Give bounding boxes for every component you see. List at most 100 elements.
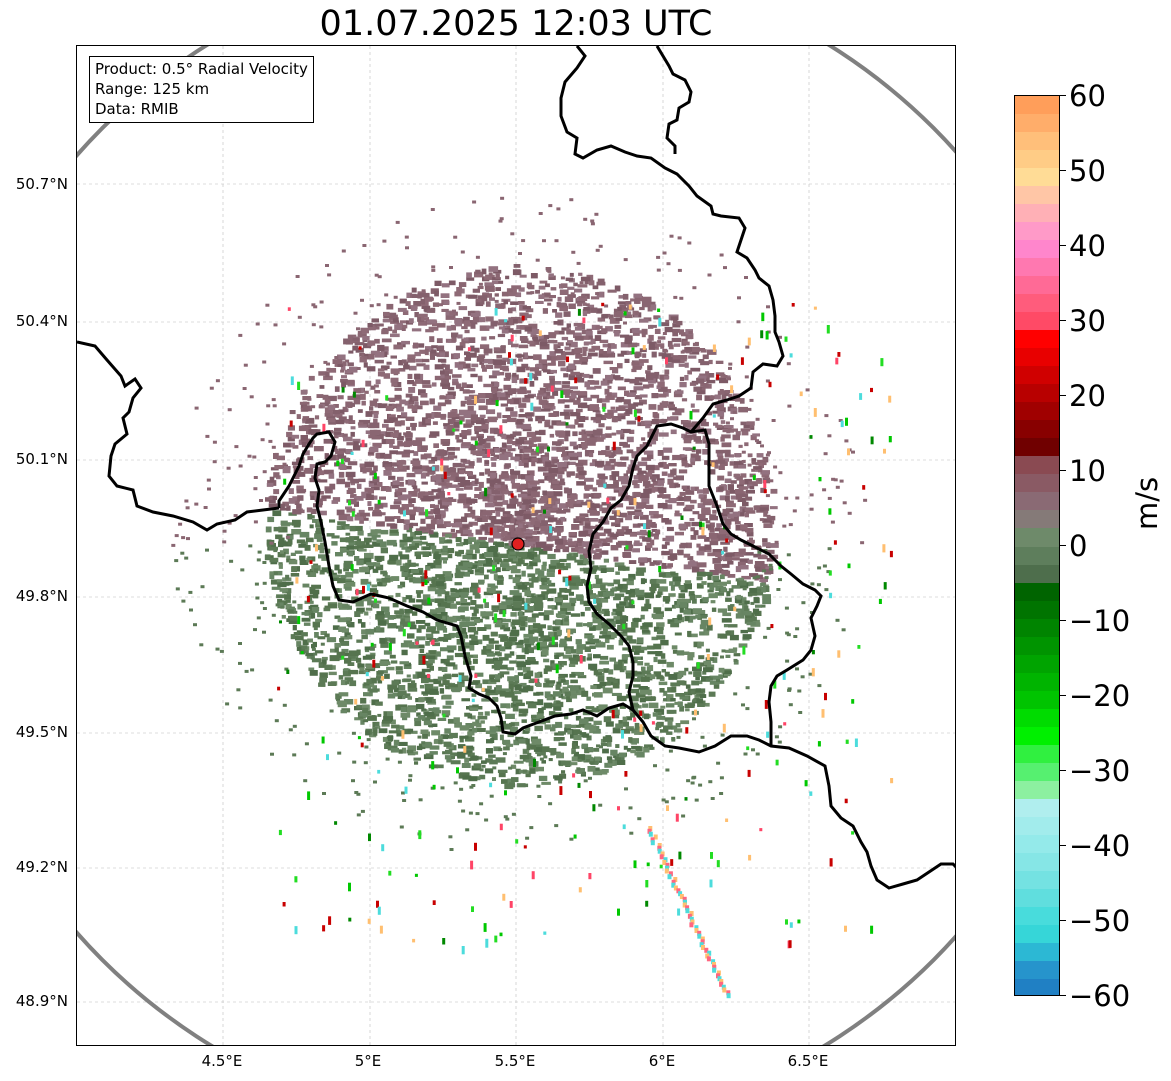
product-info-box: Product: 0.5° Radial Velocity Range: 125… [89,56,314,123]
radar-map-canvas [77,46,955,1045]
colorbar-segment [1015,474,1059,494]
colorbar-segment [1015,150,1059,169]
lat-tick-label: 50.7°N [15,175,68,193]
colorbar-segment [1015,312,1059,331]
colorbar-tick [1059,995,1066,996]
lat-tick-label: 48.9°N [15,992,68,1010]
colorbar-segment [1015,654,1059,674]
colorbar-tick-label: 30 [1069,304,1106,338]
colorbar-segment [1015,510,1059,530]
colorbar-segment [1015,960,1059,980]
country-borders [77,46,955,890]
colorbar-segment [1015,888,1059,908]
colorbar-segment [1015,546,1059,566]
colorbar-tick [1059,920,1066,921]
colorbar-segment [1015,708,1059,728]
data-source-label: Data: RMIB [95,100,179,118]
radar-site-marker[interactable] [511,537,525,551]
lat-tick-label: 49.8°N [15,587,68,605]
colorbar-segment [1015,906,1059,926]
colorbar-tick-label: 50 [1069,154,1106,188]
colorbar-segment [1015,798,1059,818]
colorbar-tick-label: −60 [1069,979,1131,1013]
border-luxembourg-germany [631,709,955,890]
colorbar-segment [1015,528,1059,548]
border-belgium-luxembourg-france [277,422,823,746]
colorbar-tick [1059,245,1066,246]
colorbar-segment [1015,690,1059,710]
colorbar-segment [1015,420,1059,439]
colorbar-segment [1015,870,1059,890]
lat-tick-label: 50.1°N [15,450,68,468]
lat-tick-label: 50.4°N [15,312,68,330]
colorbar-tick-label: −10 [1069,604,1131,638]
colorbar-segment [1015,384,1059,403]
colorbar-segment [1015,294,1059,313]
colorbar-segment [1015,402,1059,421]
colorbar-tick-label: −30 [1069,754,1131,788]
colorbar-segment [1015,564,1059,584]
colorbar-segment [1015,276,1059,295]
colorbar-tick [1059,695,1066,696]
colorbar-segment [1015,744,1059,764]
colorbar-segment [1015,168,1059,187]
product-label: Product: 0.5° Radial Velocity [95,60,308,78]
velocity-colorbar [1014,95,1060,996]
lon-tick-label: 4.5°E [201,1052,243,1070]
lon-tick-label: 6°E [648,1052,676,1070]
colorbar-segment [1015,600,1059,620]
colorbar-segment [1015,456,1059,475]
colorbar-segment [1015,204,1059,223]
colorbar-segment [1015,672,1059,692]
colorbar-segment [1015,186,1059,205]
radar-map[interactable] [76,45,956,1046]
colorbar-tick [1059,545,1066,546]
colorbar-segment [1015,726,1059,746]
colorbar-segment [1015,240,1059,259]
colorbar-segment [1015,114,1059,133]
lon-tick-label: 5°E [354,1052,382,1070]
border-netherlands-germany [655,46,693,154]
colorbar-segment [1015,132,1059,151]
border-belgium-france [77,340,280,532]
colorbar-tick [1059,845,1066,846]
colorbar-tick [1059,470,1066,471]
colorbar-tick [1059,770,1066,771]
colorbar-segment [1015,330,1059,349]
colorbar-tick-label: 10 [1069,454,1106,488]
colorbar-unit-label: m/s [1130,476,1164,530]
map-title: 01.07.2025 12:03 UTC [319,4,713,44]
lat-tick-label: 49.2°N [15,858,68,876]
colorbar-segment [1015,492,1059,512]
colorbar-tick [1059,620,1066,621]
colorbar-tick-label: −20 [1069,679,1131,713]
colorbar-segment [1015,636,1059,656]
colorbar-segment [1015,618,1059,638]
colorbar-segment [1015,942,1059,962]
colorbar-segment [1015,762,1059,782]
colorbar-segment [1015,438,1059,457]
colorbar-segment [1015,582,1059,602]
colorbar-tick [1059,320,1066,321]
colorbar-tick-label: 60 [1069,79,1106,113]
colorbar-segment [1015,852,1059,872]
colorbar-tick [1059,395,1066,396]
colorbar-segment [1015,978,1059,995]
colorbar-segment [1015,348,1059,367]
colorbar-tick [1059,95,1066,96]
colorbar-tick-label: −50 [1069,904,1131,938]
colorbar-segment [1015,96,1059,115]
range-label: Range: 125 km [95,80,210,98]
colorbar-segment [1015,780,1059,800]
colorbar-segment [1015,258,1059,277]
radar-echoes [171,196,894,999]
colorbar-tick-label: 0 [1069,529,1088,563]
colorbar-tick-label: 20 [1069,379,1106,413]
colorbar-segment [1015,816,1059,836]
colorbar-segment [1015,834,1059,854]
colorbar-tick-label: 40 [1069,229,1106,263]
colorbar-segment [1015,924,1059,944]
colorbar-tick-label: −40 [1069,829,1131,863]
lon-tick-label: 5.5°E [494,1052,536,1070]
colorbar-tick [1059,170,1066,171]
